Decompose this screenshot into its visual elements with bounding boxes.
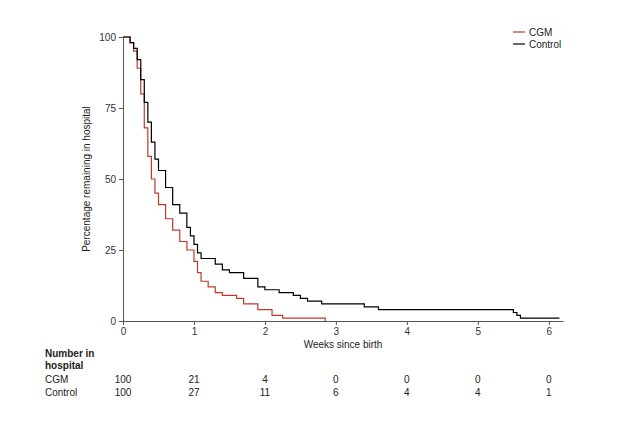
x-tick: 4 — [405, 321, 411, 337]
y-tick-label: 50 — [105, 174, 117, 185]
x-tick-label: 2 — [263, 326, 269, 337]
x-tick-mark — [407, 321, 408, 325]
x-tick-label: 6 — [547, 326, 553, 337]
risk-row-label: Control — [45, 387, 77, 398]
x-tick-mark — [123, 321, 124, 325]
x-tick-label: 4 — [405, 326, 411, 337]
x-tick-mark — [549, 321, 550, 325]
x-tick: 2 — [263, 321, 269, 337]
legend-item: Control — [513, 39, 561, 50]
risk-value: 0 — [333, 374, 339, 385]
y-tick: 0 — [110, 316, 123, 327]
y-axis: 0 25 50 75 100 — [99, 32, 123, 327]
x-tick-mark — [265, 321, 266, 325]
series-group — [123, 37, 559, 321]
legend-swatch — [513, 31, 525, 32]
risk-value: 4 — [262, 374, 268, 385]
legend-swatch — [513, 43, 525, 44]
y-tick-mark — [119, 321, 123, 322]
series-line — [123, 37, 559, 318]
risk-value: 27 — [188, 387, 200, 398]
x-axis-title: Weeks since birth — [304, 339, 383, 350]
y-axis-title: Percentage remaining in hospital — [81, 106, 92, 252]
risk-value: 0 — [404, 374, 410, 385]
risk-value: 6 — [333, 387, 339, 398]
series-line — [123, 37, 325, 321]
y-tick-mark — [119, 179, 123, 180]
risk-value: 11 — [260, 387, 271, 398]
x-tick: 3 — [334, 321, 340, 337]
x-axis: 0 1 2 3 4 5 6 — [121, 321, 564, 337]
risk-value: 0 — [475, 374, 481, 385]
risk-table-title: hospital — [45, 360, 84, 371]
risk-value: 0 — [546, 374, 552, 385]
x-axis-line — [124, 321, 564, 322]
x-tick-mark — [478, 321, 479, 325]
x-tick-mark — [336, 321, 337, 325]
chart: 01234560255075100Weeks since birthPercen… — [0, 0, 641, 435]
legend: CGMControl — [513, 27, 561, 50]
x-tick-mark — [194, 321, 195, 325]
risk-value: 100 — [115, 374, 132, 385]
y-axis-line — [123, 38, 124, 322]
y-tick-label: 0 — [110, 316, 116, 327]
risk-table: Number inhospital CGM 100 21 4 0 0 0 0 Control 100… — [45, 348, 552, 398]
legend-item: CGM — [513, 27, 552, 38]
x-tick-label: 0 — [121, 326, 127, 337]
y-tick-mark — [119, 37, 123, 38]
y-tick-label: 25 — [105, 245, 117, 256]
y-tick: 25 — [105, 245, 123, 256]
y-tick-label: 100 — [99, 32, 116, 43]
x-tick-label: 1 — [192, 326, 198, 337]
risk-value: 21 — [188, 374, 200, 385]
y-tick: 50 — [105, 174, 123, 185]
risk-value: 1 — [546, 387, 552, 398]
risk-value: 4 — [404, 387, 410, 398]
plot: 0 1 2 3 4 5 6 0 25 50 75 100 Weeks since birth Percen… — [81, 27, 564, 351]
x-tick: 6 — [547, 321, 553, 337]
x-tick-label: 3 — [334, 326, 340, 337]
x-tick: 5 — [476, 321, 482, 337]
x-tick-label: 5 — [476, 326, 482, 337]
risk-row-label: CGM — [45, 374, 68, 385]
legend-label: Control — [529, 39, 561, 50]
y-tick: 100 — [99, 32, 123, 43]
x-tick: 1 — [192, 321, 198, 337]
risk-value: 100 — [115, 387, 132, 398]
y-tick-mark — [119, 250, 123, 251]
x-tick: 0 — [121, 321, 127, 337]
y-tick-label: 75 — [105, 103, 117, 114]
y-tick: 75 — [105, 103, 123, 114]
risk-value: 4 — [475, 387, 481, 398]
risk-table-title: Number in — [45, 348, 94, 359]
y-tick-mark — [119, 108, 123, 109]
legend-label: CGM — [529, 27, 552, 38]
